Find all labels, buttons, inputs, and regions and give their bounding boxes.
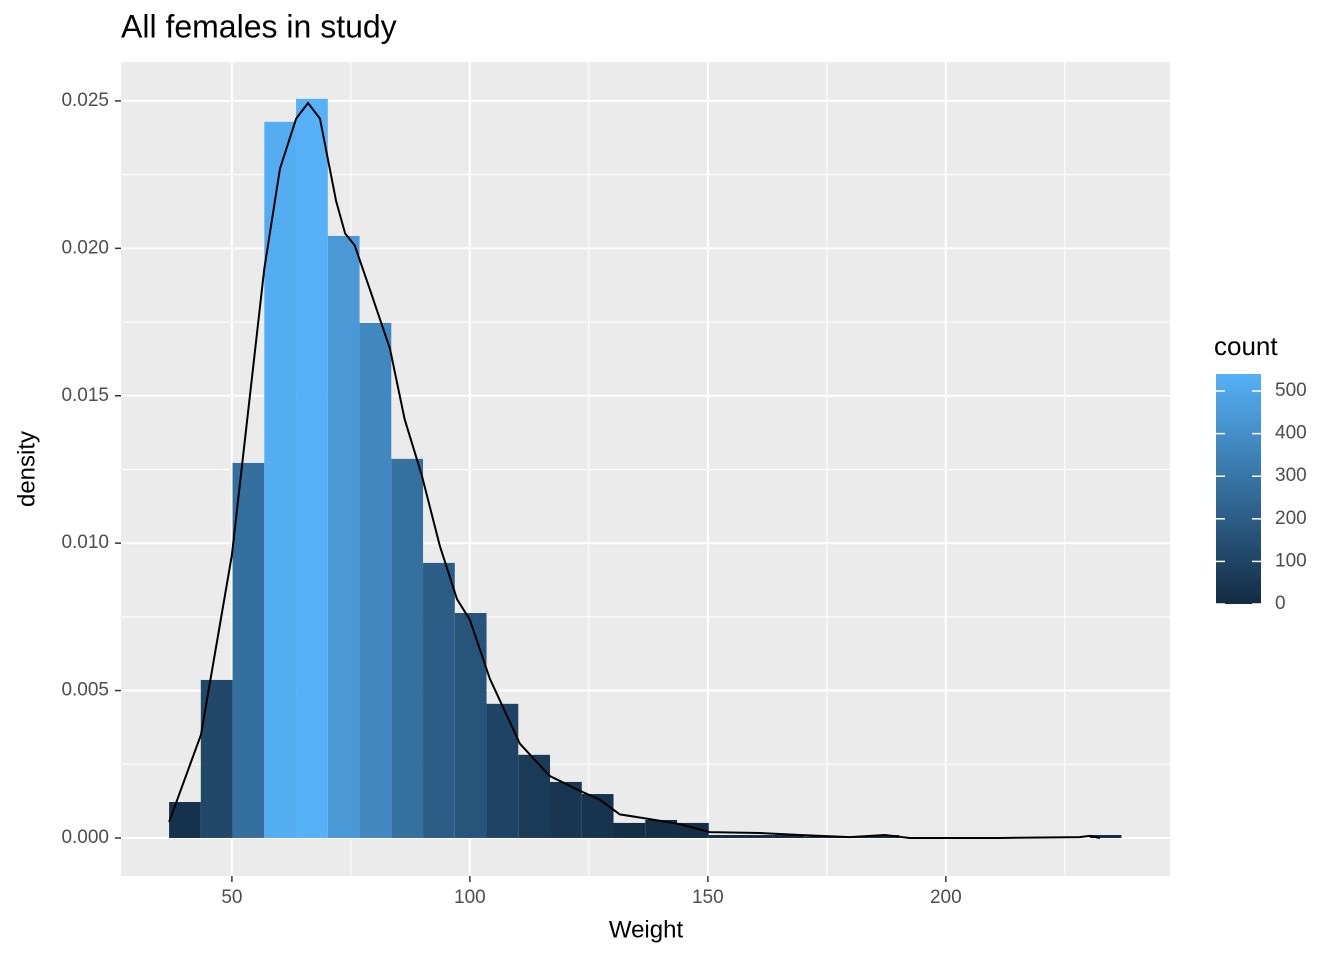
density-line xyxy=(168,101,1101,839)
bar xyxy=(1089,835,1122,838)
bar xyxy=(803,836,836,838)
y-tick-label: 0.020 xyxy=(61,237,109,258)
x-axis-title: Weight xyxy=(609,916,684,943)
chart-title: All females in study xyxy=(121,8,397,44)
bar xyxy=(740,835,773,838)
bar xyxy=(359,322,392,838)
legend-label: 200 xyxy=(1275,508,1307,529)
x-tick-label: 150 xyxy=(692,887,724,908)
y-tick-label: 0.005 xyxy=(61,680,109,701)
bar xyxy=(454,613,487,838)
overlay xyxy=(168,101,1101,839)
bar xyxy=(645,819,678,838)
bar xyxy=(296,98,328,838)
x-tick-label: 200 xyxy=(930,887,962,908)
y-axis-title: density xyxy=(13,431,40,507)
bar xyxy=(867,835,900,838)
bar xyxy=(486,703,519,838)
bar xyxy=(677,822,709,838)
bar xyxy=(232,462,265,838)
bar xyxy=(550,781,582,838)
bar xyxy=(327,235,360,838)
bar xyxy=(423,562,455,838)
legend-label: 100 xyxy=(1275,550,1307,571)
y-tick-label: 0.000 xyxy=(61,827,109,848)
y-tick-label: 0.025 xyxy=(61,90,109,111)
bar xyxy=(518,754,551,838)
y-tick-label: 0.010 xyxy=(61,532,109,553)
x-tick-label: 50 xyxy=(221,887,242,908)
bar xyxy=(581,794,614,838)
y-tick-label: 0.015 xyxy=(61,385,109,406)
legend-label: 500 xyxy=(1275,380,1307,401)
bar xyxy=(264,121,297,838)
bars xyxy=(169,98,1122,838)
bar xyxy=(708,835,741,838)
legend-label: 300 xyxy=(1275,465,1307,486)
axes: 50 100 150 200 0.000 0.005 0.010 0.015 0.020 0.02… xyxy=(61,90,961,908)
legend-title: count xyxy=(1214,331,1278,361)
bar xyxy=(391,458,424,838)
bar xyxy=(772,835,804,838)
legend-label: 0 xyxy=(1275,593,1286,614)
colorbar xyxy=(1216,374,1261,604)
legend-label: 400 xyxy=(1275,423,1307,444)
bar xyxy=(613,822,646,838)
legend: 0 100 200 300 400 500 xyxy=(1216,374,1307,614)
x-tick-label: 100 xyxy=(454,887,486,908)
